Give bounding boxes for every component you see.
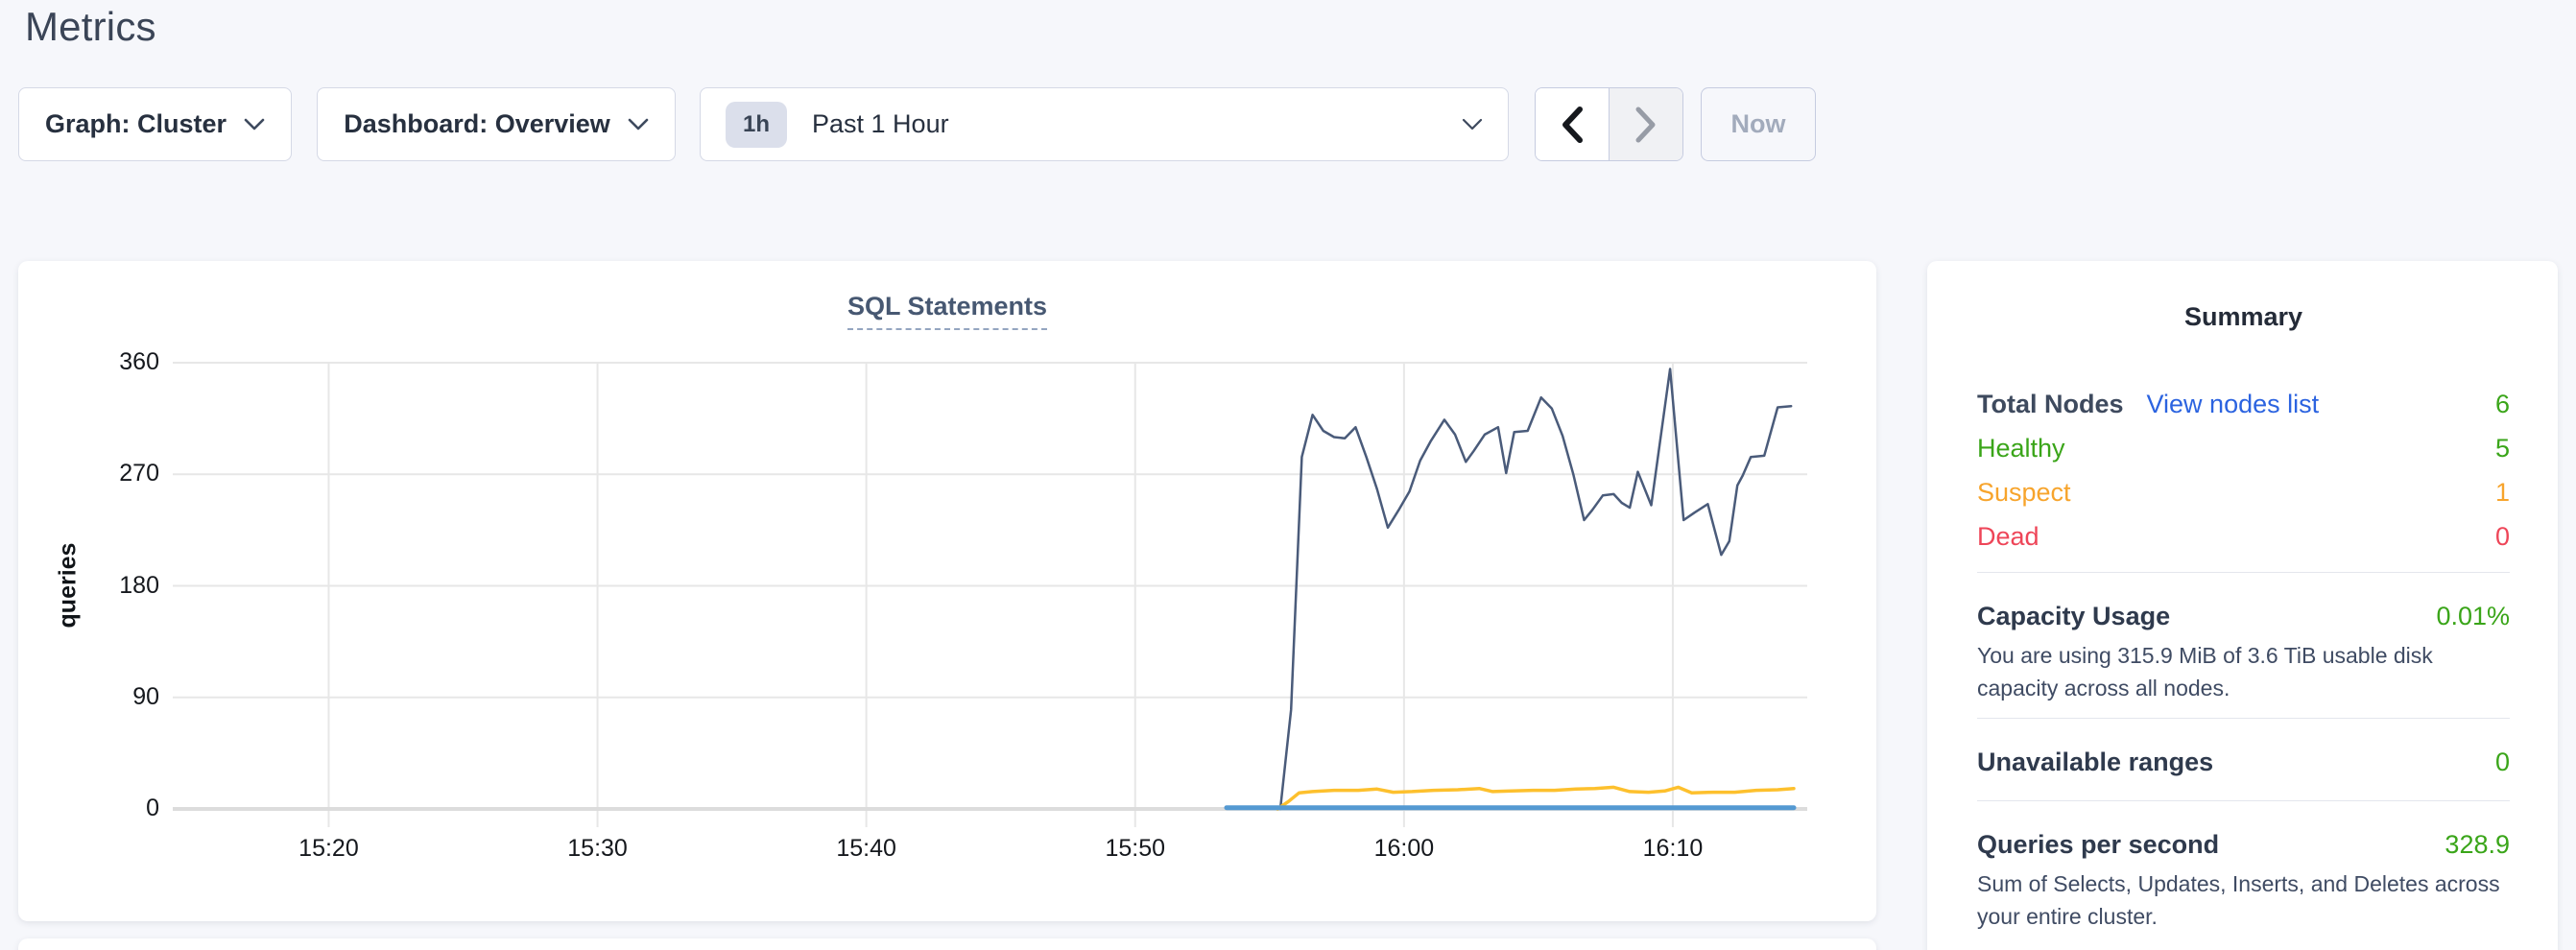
page-title: Metrics [25, 4, 156, 49]
summary-section-head: Queries per second 328.9 [1977, 825, 2510, 864]
x-tick-label: 16:10 [1642, 835, 1704, 862]
time-window-dropdown[interactable]: 1h Past 1 Hour [700, 87, 1509, 161]
y-tick-label: 360 [119, 348, 159, 375]
view-nodes-list-link[interactable]: View nodes list [2146, 389, 2320, 418]
time-window-badge: 1h [726, 101, 788, 148]
summary-section-value: 0.01% [2436, 602, 2510, 630]
y-tick-label: 90 [132, 682, 159, 710]
graph-dropdown[interactable]: Graph: Cluster [18, 87, 292, 161]
node-row-value: 0 [2494, 521, 2510, 551]
summary-section-description: You are using 315.9 MiB of 3.6 TiB usabl… [1977, 643, 2433, 701]
chevron-right-icon [1635, 107, 1656, 142]
summary-section: Queries per second 328.9 Sum of Selects, U… [1977, 825, 2510, 933]
node-row-value: 1 [2494, 477, 2510, 507]
x-tick-label: 16:00 [1373, 835, 1435, 862]
node-status-row: Total Nodes View nodes list 6 [1977, 382, 2510, 426]
prev-time-button[interactable] [1536, 88, 1610, 160]
time-nav-arrows [1535, 87, 1683, 161]
x-tick-label: 15:20 [298, 835, 359, 862]
node-status-row: Suspect 1 [1977, 470, 2510, 514]
dashboard-dropdown-label: Dashboard: Overview [344, 109, 610, 138]
summary-section-description: Sum of Selects, Updates, Inserts, and De… [1977, 871, 2500, 929]
x-tick-label: 15:30 [567, 835, 628, 862]
dashboard-dropdown[interactable]: Dashboard: Overview [317, 87, 676, 161]
node-row-label: Suspect [1977, 477, 2071, 507]
sql-statements-chart-card: SQL Statements queries 0 90 180 270 360 15:2… [18, 261, 1876, 921]
divider [1977, 718, 2510, 719]
summary-section: Unavailable ranges 0 [1977, 743, 2510, 787]
chart-title[interactable]: SQL Statements [847, 292, 1048, 330]
node-status-row: Dead 0 [1977, 514, 2510, 558]
chart-title-wrap: SQL Statements [18, 292, 1876, 330]
time-window-label: Past 1 Hour [812, 109, 949, 138]
summary-section-head: Capacity Usage 0.01% [1977, 597, 2510, 635]
next-chart-card-partial [18, 938, 1876, 950]
summary-title: Summary [2183, 302, 2303, 331]
summary-sections: Capacity Usage 0.01% You are using 315.9 M… [1977, 597, 2510, 933]
node-row-label: Dead [1977, 521, 2039, 551]
x-tick-label: 15:40 [836, 835, 896, 862]
summary-section-title: Queries per second [1977, 830, 2220, 859]
series-navy-line [1278, 368, 1793, 811]
x-tick-label: 15:50 [1105, 835, 1166, 862]
chevron-down-icon [628, 118, 649, 130]
node-row-value: 6 [2494, 389, 2510, 418]
chevron-down-icon [244, 118, 265, 130]
divider [1977, 572, 2510, 573]
node-row-label: Total Nodes [1977, 389, 2124, 418]
y-tick-label: 0 [146, 795, 159, 821]
sql-statements-chart[interactable] [18, 261, 1876, 921]
y-tick-label: 270 [119, 460, 159, 487]
node-row-value: 5 [2494, 433, 2510, 463]
summary-section-head: Unavailable ranges 0 [1977, 743, 2510, 781]
graph-dropdown-label: Graph: Cluster [44, 109, 227, 138]
next-time-button-disabled[interactable] [1609, 88, 1682, 160]
node-status-row: Healthy 5 [1977, 426, 2510, 470]
summary-section: Capacity Usage 0.01% You are using 315.9 M… [1977, 597, 2510, 704]
summary-section-value: 0 [2494, 748, 2510, 776]
summary-panel: Summary Total Nodes View nodes list 6 Healt… [1927, 261, 2558, 950]
series-yellow-line [1276, 785, 1796, 811]
summary-section-title: Capacity Usage [1977, 602, 2171, 630]
node-status-rows: Total Nodes View nodes list 6 Healthy 5 Suspe… [1977, 382, 2510, 558]
chevron-left-icon [1562, 106, 1583, 143]
summary-section-value: 328.9 [2445, 830, 2510, 859]
y-tick-label: 180 [119, 571, 159, 599]
divider [1977, 800, 2510, 801]
node-row-label: Healthy [1977, 433, 2065, 463]
chevron-down-icon [1462, 118, 1483, 130]
summary-section-title: Unavailable ranges [1977, 748, 2214, 776]
now-button[interactable]: Now [1701, 87, 1816, 161]
